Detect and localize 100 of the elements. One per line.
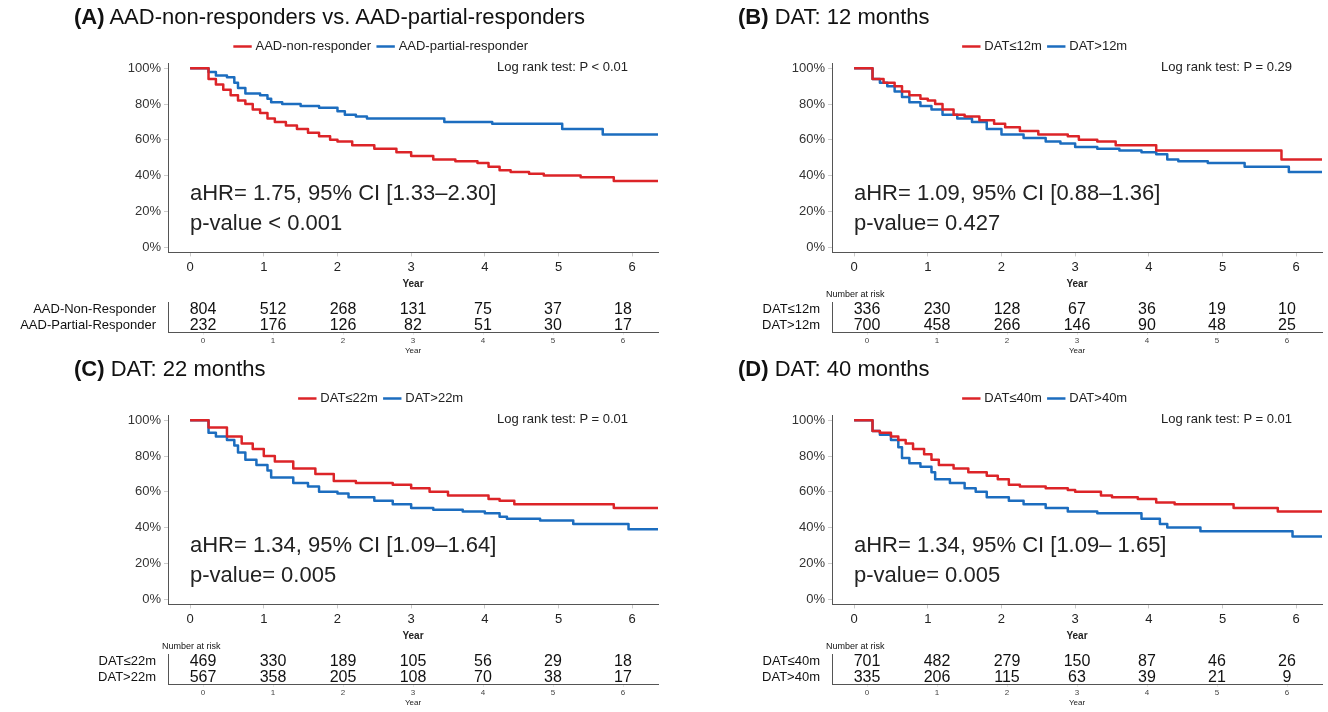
data-label: 82 <box>404 315 422 333</box>
x-tick-label: 2 <box>1004 335 1010 345</box>
x-axis-title: Year <box>1068 346 1086 356</box>
y-tick-label: DAT>22m <box>98 668 156 684</box>
x-tick-label: 4 <box>1144 687 1150 697</box>
data-label: 804 <box>189 300 217 318</box>
data-label: 90 <box>1138 315 1156 333</box>
x-axis-title: Year <box>1066 629 1088 641</box>
x-tick-label: 0 <box>200 687 206 697</box>
legend-label: AAD-non-responder <box>255 38 372 54</box>
x-tick-label: 4 <box>481 610 489 626</box>
annotation: p-value < 0.001 <box>190 210 343 236</box>
data-label: 70 <box>474 667 492 685</box>
data-label: 36 <box>1138 300 1156 318</box>
chart-title: Number at risk <box>162 640 222 651</box>
x-tick-label: 2 <box>340 335 346 345</box>
x-tick-label: 5 <box>550 335 556 345</box>
data-label: 335 <box>853 667 881 685</box>
x-tick-label: 1 <box>260 610 268 626</box>
x-tick-label: 4 <box>1145 610 1153 626</box>
y-tick-label: 80% <box>134 447 162 463</box>
y-tick-label: DAT>40m <box>762 668 820 684</box>
x-tick-label: 3 <box>407 610 415 626</box>
x-tick-label: 5 <box>554 258 563 274</box>
x-tick-label: 2 <box>333 610 342 626</box>
y-tick-label: 0% <box>806 590 826 606</box>
y-tick-label: 40% <box>134 167 162 183</box>
data-label: 18 <box>614 652 632 670</box>
data-label: 230 <box>923 300 951 318</box>
chart-title: (B) DAT: 12 months <box>738 4 930 29</box>
legend-label: AAD-partial-responder <box>398 38 529 54</box>
y-tick-label: 60% <box>798 131 826 147</box>
x-tick-label: 0 <box>850 610 858 626</box>
chart-title: Number at risk <box>826 640 886 651</box>
data-label: 126 <box>329 315 357 333</box>
y-tick-label: DAT≤12m <box>762 301 820 317</box>
x-tick-label: 0 <box>864 335 870 345</box>
annotation: aHR= 1.09, 95% CI [0.88–1.36] <box>854 180 1161 206</box>
x-tick-label: 5 <box>1218 258 1227 274</box>
x-tick-label: 5 <box>554 610 563 626</box>
data-label: 701 <box>853 652 881 670</box>
y-tick-label: 60% <box>134 131 162 147</box>
data-label: 19 <box>1208 300 1226 318</box>
y-tick-label: 0% <box>806 238 826 254</box>
y-tick-label: 0% <box>142 238 162 254</box>
y-tick-label: 80% <box>798 95 826 111</box>
data-label: 38 <box>544 667 562 685</box>
x-tick-label: 1 <box>260 258 268 274</box>
x-tick-label: 4 <box>480 687 486 697</box>
data-label: 51 <box>474 315 492 333</box>
legend-label: DAT≤22m <box>320 390 378 406</box>
x-tick-label: 3 <box>407 258 415 274</box>
x-tick-label: 6 <box>620 687 626 697</box>
data-label: 26 <box>1278 652 1296 670</box>
data-label: 30 <box>544 315 562 333</box>
x-tick-label: 0 <box>850 258 858 274</box>
annotation: p-value= 0.005 <box>854 562 1001 588</box>
data-label: 189 <box>329 652 357 670</box>
data-label: 87 <box>1138 652 1156 670</box>
legend-label: DAT>22m <box>405 390 464 406</box>
x-tick-label: 6 <box>1292 610 1300 626</box>
data-label: 469 <box>189 652 217 670</box>
data-label: 105 <box>399 652 427 670</box>
x-tick-label: 5 <box>550 687 556 697</box>
data-label: 266 <box>993 315 1021 333</box>
y-tick-label: 20% <box>134 554 162 570</box>
legend-label: DAT≤12m <box>984 38 1042 54</box>
x-tick-label: 2 <box>1004 687 1010 697</box>
y-tick-label: AAD-Partial-Responder <box>20 316 157 332</box>
data-label: 75 <box>474 300 492 318</box>
x-tick-label: 6 <box>628 258 636 274</box>
data-label: 10 <box>1278 300 1296 318</box>
data-label: 206 <box>923 667 951 685</box>
x-tick-label: 2 <box>333 258 342 274</box>
data-label: 108 <box>399 667 427 685</box>
x-tick-label: 4 <box>1144 335 1150 345</box>
x-axis-title: Year <box>404 346 422 356</box>
x-tick-label: 2 <box>340 687 346 697</box>
y-tick-label: 0% <box>142 590 162 606</box>
x-tick-label: 3 <box>410 335 416 345</box>
y-tick-label: 100% <box>791 411 826 427</box>
data-label: 176 <box>259 315 287 333</box>
data-label: 128 <box>993 300 1021 318</box>
y-tick-label: DAT>12m <box>762 316 820 332</box>
x-tick-label: 1 <box>924 610 932 626</box>
annotation: p-value= 0.427 <box>854 210 1001 236</box>
data-label: 700 <box>853 315 881 333</box>
x-tick-label: 3 <box>1074 335 1080 345</box>
y-tick-label: AAD-Non-Responder <box>33 301 157 317</box>
annotation: Log rank test: P = 0.01 <box>497 410 628 426</box>
y-tick-label: 40% <box>134 519 162 535</box>
annotation: Log rank test: P = 0.01 <box>1161 410 1292 426</box>
x-tick-label: 3 <box>1071 610 1079 626</box>
x-tick-label: 4 <box>480 335 486 345</box>
legend-label: DAT>40m <box>1069 390 1128 406</box>
x-axis-title: Year <box>402 629 424 641</box>
y-tick-label: 40% <box>798 167 826 183</box>
data-label: 150 <box>1063 652 1091 670</box>
x-tick-label: 3 <box>410 687 416 697</box>
x-tick-label: 6 <box>620 335 626 345</box>
